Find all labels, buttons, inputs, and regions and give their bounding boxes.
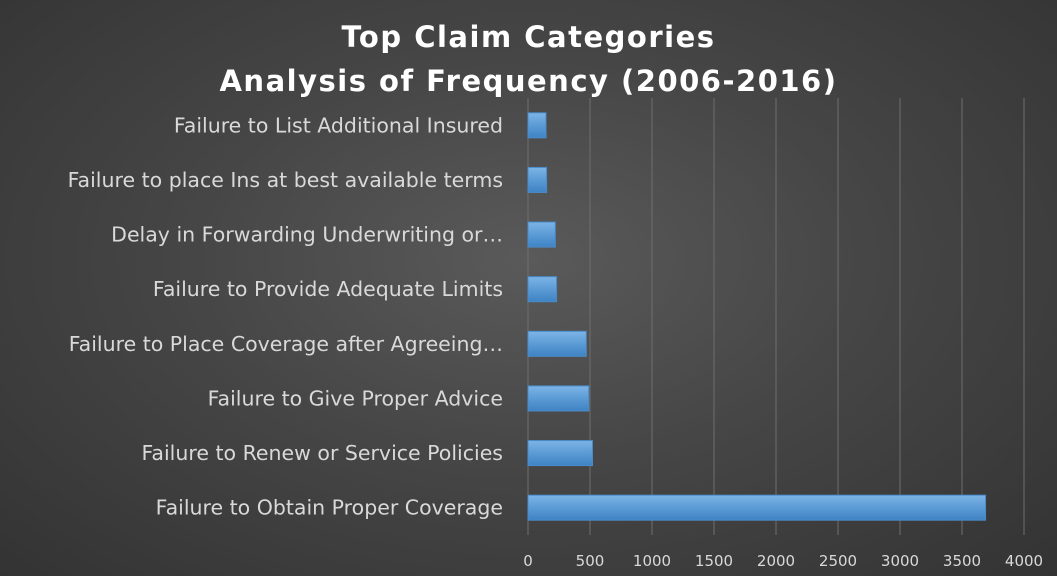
bar bbox=[527, 166, 548, 193]
bar bbox=[527, 494, 987, 521]
bar bbox=[527, 276, 558, 303]
x-tick-label: 1000 bbox=[633, 552, 671, 570]
category-label: Failure to Give Proper Advice bbox=[208, 386, 503, 410]
category-label: Delay in Forwarding Underwriting or… bbox=[111, 223, 503, 247]
bar bbox=[527, 385, 590, 412]
category-label: Failure to Place Coverage after Agreeing… bbox=[69, 332, 503, 356]
category-label: Failure to List Additional Insured bbox=[174, 113, 503, 137]
category-label: Failure to Provide Adequate Limits bbox=[153, 277, 503, 301]
bar bbox=[527, 440, 593, 467]
category-label: Failure to Renew or Service Policies bbox=[142, 441, 503, 465]
bar bbox=[527, 330, 587, 357]
x-tick-label: 3000 bbox=[881, 552, 919, 570]
gridlines bbox=[527, 98, 1025, 535]
bar bbox=[527, 112, 547, 139]
x-axis-tick-labels: 0 500 1000 1500 2000 2500 3000 3500 4000 bbox=[523, 552, 1043, 570]
category-labels: Failure to Obtain Proper Coverage Failure… bbox=[68, 113, 503, 519]
x-tick-label: 1500 bbox=[695, 552, 733, 570]
chart-subtitle: Analysis of Frequency (2006-2016) bbox=[219, 64, 838, 98]
bar bbox=[527, 221, 556, 248]
category-label: Failure to Obtain Proper Coverage bbox=[156, 496, 503, 520]
x-tick-label: 4000 bbox=[1005, 552, 1043, 570]
category-label: Failure to place Ins at best available t… bbox=[68, 168, 503, 192]
x-tick-label: 2500 bbox=[819, 552, 857, 570]
x-tick-label: 2000 bbox=[757, 552, 795, 570]
bars bbox=[527, 112, 987, 521]
x-tick-label: 500 bbox=[576, 552, 605, 570]
x-tick-label: 0 bbox=[523, 552, 533, 570]
x-tick-label: 3500 bbox=[943, 552, 981, 570]
chart-title: Top Claim Categories bbox=[341, 20, 716, 54]
